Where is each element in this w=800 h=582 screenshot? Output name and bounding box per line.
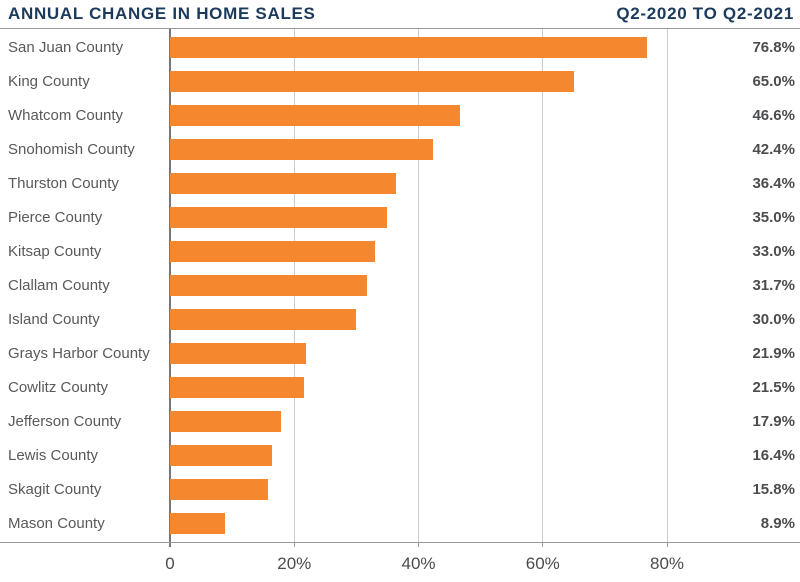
gridline-60 bbox=[542, 29, 544, 542]
chart-row: Cowlitz County 21.5% bbox=[0, 371, 800, 405]
gridline-40 bbox=[418, 29, 419, 542]
chart-row: Whatcom County 46.6% bbox=[0, 99, 800, 133]
category-label: Snohomish County bbox=[8, 141, 135, 158]
chart-row: Clallam County 31.7% bbox=[0, 269, 800, 303]
chart-row: Lewis County 16.4% bbox=[0, 439, 800, 473]
category-label: King County bbox=[8, 73, 90, 90]
value-label: 76.8% bbox=[752, 39, 795, 56]
category-label: Thurston County bbox=[8, 175, 119, 192]
bar bbox=[170, 309, 357, 330]
category-label: Whatcom County bbox=[8, 107, 124, 124]
value-label: 21.9% bbox=[752, 345, 795, 362]
value-label: 65.0% bbox=[752, 73, 795, 90]
value-label: 46.6% bbox=[752, 107, 795, 124]
chart-title: ANNUAL CHANGE IN HOME SALES bbox=[8, 4, 316, 23]
x-axis-label-40: 40% bbox=[401, 554, 436, 573]
chart-subtitle: Q2-2020 TO Q2-2021 bbox=[616, 4, 794, 23]
bar bbox=[170, 207, 388, 228]
value-label: 15.8% bbox=[752, 481, 795, 498]
bar bbox=[170, 241, 375, 262]
value-label: 42.4% bbox=[752, 141, 795, 158]
x-axis-label-60: 60% bbox=[525, 554, 560, 573]
value-label: 21.5% bbox=[752, 379, 795, 396]
category-label: Island County bbox=[8, 311, 100, 328]
chart-row: Pierce County 35.0% bbox=[0, 201, 800, 235]
bar bbox=[170, 513, 226, 534]
bar bbox=[170, 37, 648, 58]
category-label: Mason County bbox=[8, 515, 105, 532]
value-label: 17.9% bbox=[752, 413, 795, 430]
chart-row: Mason County 8.9% bbox=[0, 507, 800, 541]
axis-tick-40 bbox=[418, 542, 419, 547]
category-label: Cowlitz County bbox=[8, 379, 109, 396]
value-label: 33.0% bbox=[752, 243, 795, 260]
value-label: 31.7% bbox=[752, 277, 795, 294]
category-label: Skagit County bbox=[8, 481, 102, 498]
x-axis-label-20: 20% bbox=[277, 554, 312, 573]
chart-row: San Juan County 76.8% bbox=[0, 31, 800, 65]
top-axis-line bbox=[0, 28, 800, 29]
bar bbox=[170, 71, 574, 92]
chart-row: Island County 30.0% bbox=[0, 303, 800, 337]
bar bbox=[170, 377, 304, 398]
chart-header: ANNUAL CHANGE IN HOME SALES Q2-2020 TO Q… bbox=[8, 3, 794, 25]
bar bbox=[170, 343, 307, 364]
bar bbox=[170, 139, 434, 160]
axis-tick-60 bbox=[542, 542, 544, 547]
value-label: 36.4% bbox=[752, 175, 795, 192]
axis-tick-80 bbox=[666, 542, 668, 547]
x-axis-label-0: 0 bbox=[165, 554, 175, 573]
category-label: Pierce County bbox=[8, 209, 103, 226]
chart-row: Snohomish County 42.4% bbox=[0, 133, 800, 167]
chart-row: Skagit County 15.8% bbox=[0, 473, 800, 507]
bar bbox=[170, 173, 397, 194]
chart-row: Kitsap County 33.0% bbox=[0, 235, 800, 269]
chart-row: Grays Harbor County 21.9% bbox=[0, 337, 800, 371]
chart-row: Thurston County 36.4% bbox=[0, 167, 800, 201]
value-label: 16.4% bbox=[752, 447, 795, 464]
category-label: Jefferson County bbox=[8, 413, 122, 430]
category-label: Clallam County bbox=[8, 277, 110, 294]
value-label: 8.9% bbox=[760, 515, 795, 532]
gridline-80 bbox=[666, 29, 668, 542]
bar bbox=[170, 411, 282, 432]
category-label: Lewis County bbox=[8, 447, 99, 464]
x-axis-label-80: 80% bbox=[649, 554, 685, 573]
chart-row: Jefferson County 17.9% bbox=[0, 405, 800, 439]
category-label: Grays Harbor County bbox=[8, 345, 150, 362]
value-label: 35.0% bbox=[752, 209, 795, 226]
bar bbox=[170, 275, 367, 296]
category-label: Kitsap County bbox=[8, 243, 102, 260]
bar bbox=[170, 445, 272, 466]
value-label: 30.0% bbox=[752, 311, 795, 328]
axis-tick-20 bbox=[293, 542, 295, 547]
bar bbox=[170, 479, 269, 500]
category-label: San Juan County bbox=[8, 39, 124, 56]
chart-row: King County 65.0% bbox=[0, 65, 800, 99]
bottom-axis-line bbox=[0, 542, 800, 543]
bar bbox=[170, 105, 460, 126]
